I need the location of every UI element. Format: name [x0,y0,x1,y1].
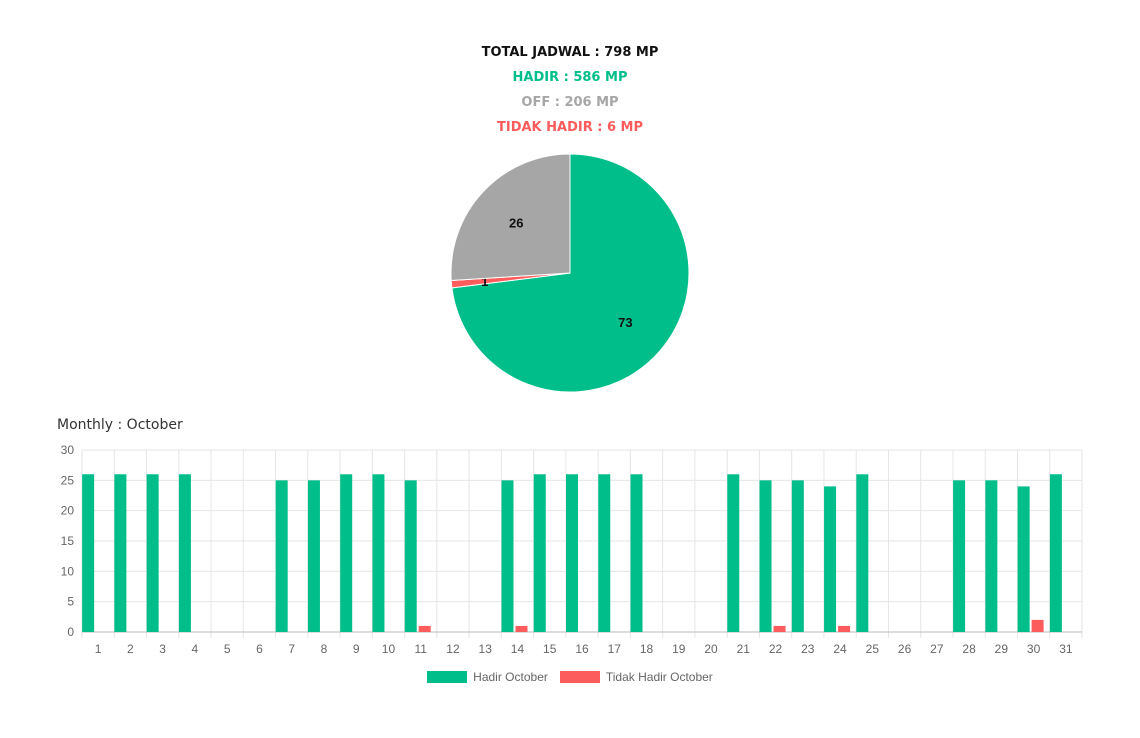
x-tick-label: 24 [833,642,847,656]
x-tick-label: 17 [608,642,622,656]
bar-hadir-16[interactable] [566,474,578,632]
bar-hadir-17[interactable] [598,474,611,632]
bar-hadir-28[interactable] [953,480,966,632]
x-tick-label: 9 [353,642,360,656]
x-tick-label: 29 [995,642,1009,656]
bar-tidak-hadir-14[interactable] [515,625,528,632]
bar-hadir-2[interactable] [114,474,127,632]
x-tick-label: 8 [321,642,328,656]
x-tick-label: 13 [479,642,493,656]
bar-hadir-14[interactable] [501,480,514,632]
summary-total: TOTAL JADWAL : 798 MP [481,45,659,60]
bar-hadir-29[interactable] [985,480,998,632]
x-tick-label: 4 [192,642,199,656]
pie-slice-label-0: 73 [618,315,632,330]
bar-hadir-22[interactable] [759,480,772,632]
bar-hadir-25[interactable] [856,474,869,632]
bar-hadir-31[interactable] [1049,474,1062,632]
x-tick-label: 21 [737,642,751,656]
x-tick-label: 11 [414,642,427,656]
x-tick-label: 25 [866,642,880,656]
x-tick-label: 10 [382,642,396,656]
y-tick-label: 20 [61,504,75,518]
x-tick-label: 5 [224,642,231,656]
x-tick-label: 30 [1027,642,1041,656]
legend-swatch [559,671,600,683]
bar-hadir-30[interactable] [1017,486,1030,632]
bar-tidak-hadir-24[interactable] [838,625,851,632]
legend-item-tidak-hadir[interactable]: Tidak Hadir October [559,670,713,684]
x-tick-label: 15 [543,642,557,656]
bar-tidak-hadir-11[interactable] [418,625,431,632]
bar-hadir-10[interactable] [372,474,385,632]
x-tick-label: 27 [930,642,944,656]
x-tick-label: 23 [801,642,815,656]
y-tick-label: 25 [61,473,75,487]
bar-hadir-24[interactable] [824,486,837,632]
x-tick-label: 1 [95,642,102,656]
bar-hadir-21[interactable] [727,474,740,632]
x-tick-label: 14 [511,642,525,656]
monthly-chart-title: Monthly : October [57,417,183,433]
pie-slice-2[interactable] [450,153,571,282]
x-tick-label: 6 [256,642,263,656]
bar-hadir-7[interactable] [275,480,288,632]
pie-slice-label-1: 1 [481,274,488,289]
y-tick-label: 15 [61,534,75,548]
bar-hadir-18[interactable] [630,474,643,632]
summary-tidak-hadir: TIDAK HADIR : 6 MP [496,120,644,135]
y-tick-label: 5 [67,595,74,609]
legend-label: Hadir October [473,670,548,684]
x-tick-label: 3 [159,642,166,656]
x-tick-label: 22 [769,642,783,656]
x-tick-label: 2 [127,642,134,656]
x-tick-label: 18 [640,642,654,656]
bar-hadir-1[interactable] [82,474,95,632]
legend-swatch [427,671,468,683]
bar-chart-legend: Hadir October Tidak Hadir October [0,670,1140,684]
x-tick-label: 28 [962,642,976,656]
bar-hadir-9[interactable] [340,474,353,632]
bar-hadir-15[interactable] [533,474,546,632]
bar-hadir-23[interactable] [791,480,804,632]
x-tick-label: 12 [446,642,460,656]
x-tick-label: 7 [288,642,295,656]
x-tick-label: 26 [898,642,912,656]
legend-label: Tidak Hadir October [605,670,713,684]
summary-off: OFF : 206 MP [521,95,619,110]
bar-hadir-3[interactable] [146,474,159,632]
pie-slice-label-2: 26 [509,215,523,230]
bar-hadir-11[interactable] [404,480,417,632]
x-tick-label: 20 [704,642,718,656]
x-tick-label: 16 [575,642,589,656]
y-tick-label: 0 [67,625,74,639]
summary-hadir: HADIR : 586 MP [512,70,628,85]
bar-hadir-8[interactable] [307,480,320,632]
bar-hadir-4[interactable] [178,474,191,632]
y-tick-label: 10 [61,564,75,578]
y-tick-label: 30 [61,443,75,457]
attendance-pie-chart: 73 1 26 [450,153,690,393]
x-tick-label: 31 [1059,642,1073,656]
x-tick-label: 19 [672,642,686,656]
legend-item-hadir[interactable]: Hadir October [427,670,548,684]
bar-tidak-hadir-30[interactable] [1031,619,1044,632]
bar-tidak-hadir-22[interactable] [773,625,786,632]
